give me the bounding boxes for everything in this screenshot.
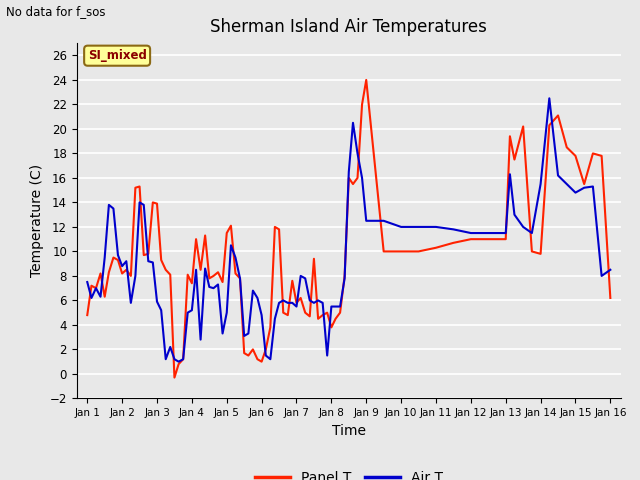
- Legend: Panel T, Air T: Panel T, Air T: [249, 466, 449, 480]
- Text: SI_mixed: SI_mixed: [88, 49, 147, 62]
- Text: No data for f_sos: No data for f_sos: [6, 5, 106, 18]
- Y-axis label: Temperature (C): Temperature (C): [30, 164, 44, 277]
- X-axis label: Time: Time: [332, 424, 366, 438]
- Title: Sherman Island Air Temperatures: Sherman Island Air Temperatures: [211, 18, 487, 36]
